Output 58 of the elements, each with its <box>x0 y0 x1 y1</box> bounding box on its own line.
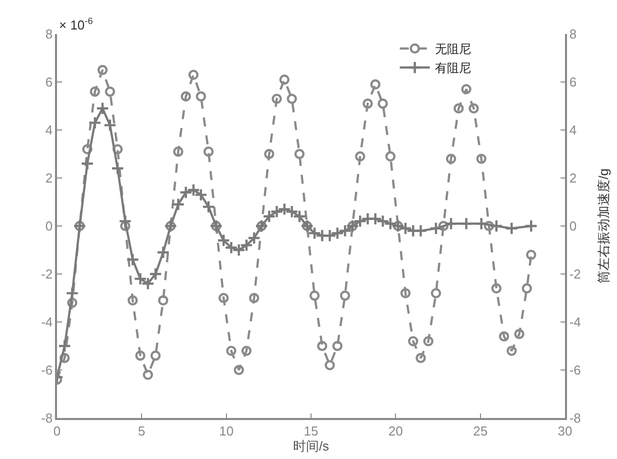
point <box>524 219 538 233</box>
y2-tick-label: -8 <box>569 410 581 426</box>
y-tick-label: 2 <box>45 170 53 186</box>
point <box>66 286 79 300</box>
y2-axis-title: 筒左右振动加速度/g <box>596 168 611 284</box>
point <box>330 226 344 240</box>
y-tick-label: -6 <box>41 362 53 378</box>
point <box>202 200 216 214</box>
text: × 10$^{-6}$ <box>59 16 93 32</box>
point <box>262 210 276 224</box>
x-tick-label: 15 <box>304 423 318 438</box>
y-tick-label: -2 <box>41 266 53 282</box>
x-tick-label: 20 <box>388 423 403 438</box>
y-tick-label: 4 <box>45 122 53 138</box>
y-tick-label: -8 <box>41 410 53 426</box>
legend-label: 无阻尼 <box>434 42 471 56</box>
point <box>126 252 140 266</box>
point <box>110 162 124 176</box>
y-tick-label: -4 <box>41 314 53 330</box>
x-tick-label: 5 <box>138 423 146 438</box>
y-tick-label: 6 <box>45 74 53 90</box>
legend-label: 有阻尼 <box>434 61 471 76</box>
y2-tick-label: -6 <box>569 362 581 378</box>
point <box>353 214 367 228</box>
y2-tick-label: 0 <box>569 218 577 234</box>
point <box>444 216 458 230</box>
point <box>429 222 443 236</box>
point <box>179 186 193 200</box>
point <box>474 216 488 230</box>
y2-tick-label: 2 <box>569 170 577 186</box>
point <box>80 156 94 170</box>
point <box>490 219 504 233</box>
x-tick-label: 30 <box>558 423 572 438</box>
point <box>96 102 110 116</box>
point <box>148 267 162 281</box>
point <box>240 238 254 252</box>
y2-tick-label: -2 <box>569 266 581 282</box>
point <box>414 224 428 238</box>
point <box>172 198 185 212</box>
point <box>460 216 473 230</box>
point <box>270 204 284 218</box>
point <box>338 224 352 238</box>
y2-tick-label: 8 <box>569 26 577 42</box>
y-tick-label: 8 <box>45 26 53 42</box>
y2-tick-label: -4 <box>569 314 581 330</box>
y2-tick-label: 4 <box>569 122 577 138</box>
point <box>504 222 518 236</box>
x-axis-title: 时间/s <box>292 438 330 454</box>
point <box>103 118 117 132</box>
x-tick-label: 10 <box>219 423 234 438</box>
point <box>88 116 102 130</box>
x-tick-label: 25 <box>473 423 488 438</box>
point <box>323 228 336 242</box>
y-tick-label: 0 <box>45 218 53 234</box>
point <box>156 246 170 260</box>
point <box>247 231 261 245</box>
point <box>58 339 72 353</box>
y2-tick-label: 6 <box>569 74 577 90</box>
